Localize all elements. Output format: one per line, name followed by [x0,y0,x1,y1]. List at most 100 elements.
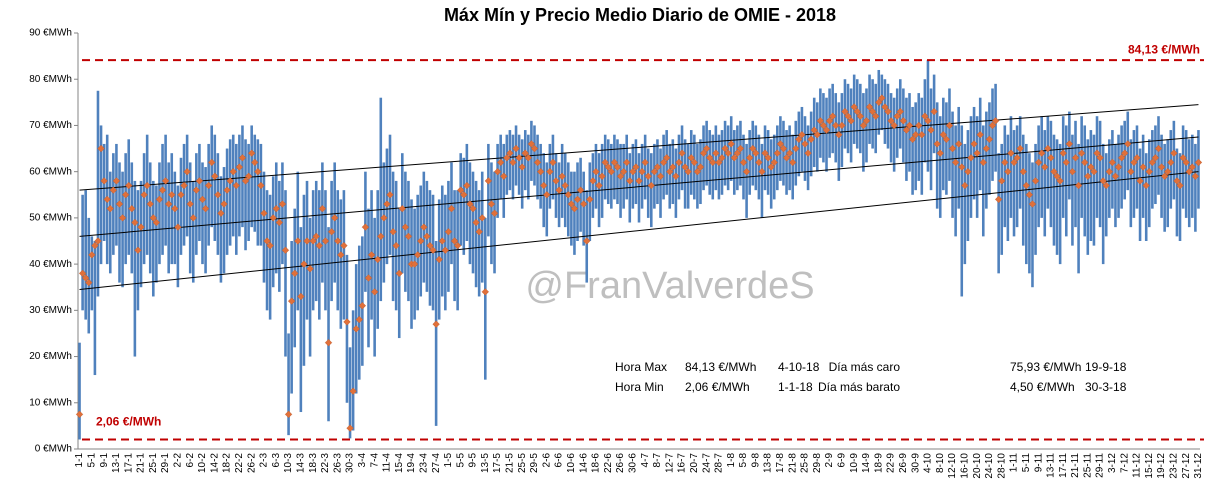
x-tick-label: 9-5 [468,453,479,468]
stat-text: Hora Max [615,360,667,374]
mean-marker [583,237,591,245]
mean-marker [844,112,852,120]
mean-marker [540,181,548,190]
mean-marker [500,172,508,180]
x-tick-label: 9-11 [1033,453,1044,473]
x-tick-label: 30-6 [627,453,638,473]
mean-marker [776,140,785,148]
mean-marker [595,181,603,190]
y-tick-label: 10 €MWh [29,397,72,408]
mean-marker [662,154,671,162]
x-tick-label: 1-8 [726,453,737,468]
mean-marker [666,167,674,176]
range-bar [625,134,628,200]
range-bar [975,116,979,218]
range-bar [1111,130,1114,209]
mean-marker [88,251,96,259]
mean-marker [137,223,145,231]
mean-marker [970,140,978,148]
x-tick-label: 17-5 [492,453,503,473]
range-bar [207,143,210,246]
x-tick-label: 16-10 [959,453,970,479]
mean-marker [1065,140,1074,148]
mean-marker [272,204,280,213]
range-bar [1138,148,1142,241]
mean-marker [158,186,167,194]
mean-marker [1108,158,1117,167]
x-tick-label: 29-1 [160,453,171,473]
range-bar [259,143,263,246]
range-bar [382,162,386,283]
range-bar [551,134,555,200]
x-tick-label: 13-8 [763,453,774,473]
mean-marker [106,204,114,213]
mean-marker [370,288,379,296]
x-tick-label: 10-9 [849,453,860,473]
range-bar [244,139,247,251]
mean-marker [850,103,858,111]
range-bar [1086,139,1090,255]
range-bar [1018,116,1022,209]
mean-marker [536,167,545,176]
range-bar [256,139,260,246]
mean-marker [736,144,745,153]
mean-marker [930,107,938,116]
mean-marker [924,117,932,125]
range-bar [1108,139,1111,218]
mean-marker [1145,167,1153,176]
mean-marker [192,186,201,194]
x-tick-label: 8-10 [935,453,946,473]
mean-marker [623,158,631,167]
mean-marker [733,149,742,157]
stat-text: 4-10-18 [778,360,820,374]
mean-marker [1136,177,1144,185]
mean-marker [730,154,738,162]
mean-marker [254,167,262,176]
stat-text: 4,50 €/MWh [1010,380,1075,394]
x-tick-label: 13-11 [1046,453,1057,478]
range-bar [102,143,106,241]
mean-marker [690,158,699,167]
mean-marker [91,241,99,250]
range-bar [201,162,204,265]
y-tick-label: 80 €MWh [29,74,72,85]
trend-line [79,171,1199,291]
range-bar [348,347,352,439]
range-bar [336,190,340,311]
range-bar [686,143,690,209]
mean-marker [543,191,551,199]
mean-marker [718,154,726,162]
mean-marker [481,288,489,296]
range-bar [1052,134,1056,246]
x-tick-label: 9-8 [750,453,761,468]
range-bar [345,254,349,403]
range-bar [484,217,487,380]
range-bar [108,171,112,274]
mean-marker [659,158,668,167]
x-tick-label: 2-2 [173,453,184,468]
mean-marker [134,246,142,254]
x-tick-label: 6-9 [837,453,848,468]
reference-label: 2,06 €/MWh [96,415,161,429]
x-tick-label: 1-11 [1009,453,1020,473]
mean-marker [251,158,259,167]
range-bar [339,199,343,329]
range-bar [447,180,450,292]
mean-marker [650,167,659,176]
range-bar [1172,120,1176,200]
mean-marker [395,269,403,278]
mean-marker [524,154,533,162]
range-bar [87,217,91,334]
range-bar [1061,116,1065,218]
mean-marker [638,167,646,176]
x-tick-label: 15-4 [394,453,405,473]
mean-marker [284,410,293,419]
mean-marker [309,237,317,245]
range-bar [659,148,662,218]
range-bar [361,236,364,366]
x-tick-label: 21-5 [505,453,516,473]
mean-marker [656,172,665,180]
range-bar [991,88,994,181]
x-tick-label: 1-1 [74,453,85,468]
x-tick-label: 25-8 [800,453,811,473]
